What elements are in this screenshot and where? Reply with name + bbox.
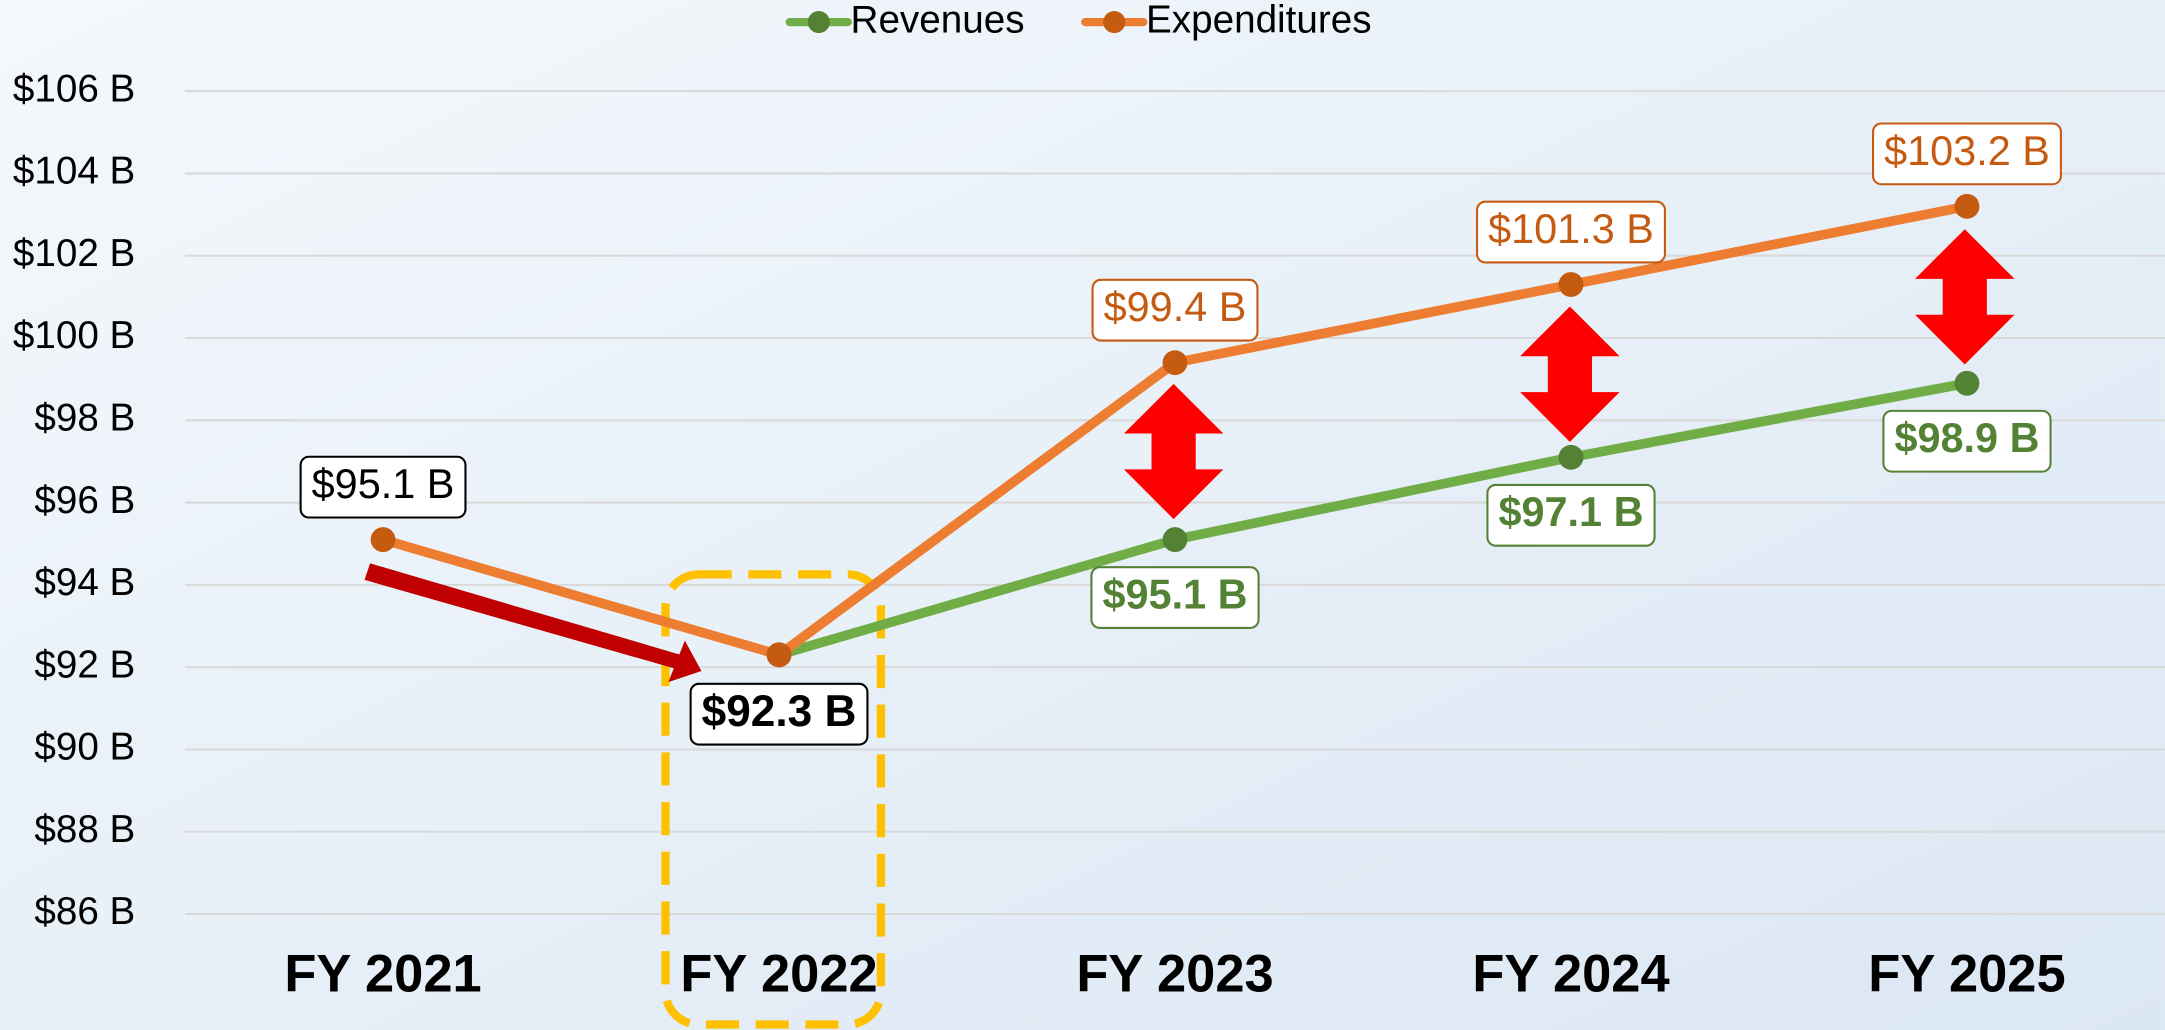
data-label-box — [689, 682, 869, 746]
data-point — [1162, 350, 1188, 376]
y-tick-label: $102 B — [13, 232, 135, 275]
data-point — [1954, 193, 1980, 219]
y-tick-label: $96 B — [34, 479, 135, 522]
data-label-box — [1091, 278, 1259, 342]
data-label-group: $103.2 B — [1872, 122, 2062, 186]
gap-arrow — [1520, 306, 1620, 442]
decline-arrow — [364, 563, 702, 683]
data-label: $101.3 B — [1488, 206, 1654, 252]
highlight-box — [661, 570, 886, 1029]
legend-marker — [807, 11, 830, 34]
data-label-box — [1872, 122, 2062, 186]
x-tick-label: FY 2022 — [680, 945, 877, 1003]
legend-label: Revenues — [851, 0, 1025, 41]
data-label-group: $95.1 B — [299, 455, 467, 519]
y-tick-label: $100 B — [13, 314, 135, 357]
data-label: $98.9 B — [1894, 415, 2039, 461]
gap-arrows — [1123, 229, 2015, 520]
y-tick-label: $88 B — [34, 808, 135, 851]
x-tick-label: FY 2023 — [1076, 945, 1273, 1003]
data-point — [1954, 370, 1980, 396]
x-tick-label: FY 2024 — [1472, 945, 1669, 1003]
data-point — [766, 642, 792, 668]
x-tick-label: FY 2025 — [1868, 945, 2065, 1003]
data-point — [1558, 444, 1584, 470]
data-point — [1558, 272, 1584, 297]
series-line — [777, 378, 1968, 660]
y-tick-label: $86 B — [34, 890, 135, 933]
data-label-group: $95.1 B — [1090, 566, 1260, 630]
x-tick-label: FY 2021 — [284, 945, 481, 1003]
data-label-box — [1882, 409, 2052, 473]
data-label: $99.4 B — [1104, 284, 1247, 330]
data-label-group: $98.9 B — [1882, 409, 2052, 473]
y-tick-label: $92 B — [34, 643, 135, 686]
legend-label: Expenditures — [1146, 0, 1372, 41]
data-label-group: $101.3 B — [1476, 200, 1666, 264]
data-point — [1162, 527, 1188, 553]
data-label: $103.2 B — [1884, 128, 2050, 174]
data-label: $97.1 B — [1498, 489, 1643, 535]
gap-arrow — [1123, 383, 1224, 520]
y-tick-label: $94 B — [34, 561, 135, 604]
y-tick-label: $104 B — [13, 150, 135, 193]
data-point — [370, 527, 396, 553]
y-tick-label: $106 B — [13, 67, 135, 110]
data-label-box — [1476, 200, 1666, 264]
y-tick-label: $98 B — [34, 396, 135, 439]
data-label-group: $92.3 B — [689, 682, 869, 746]
legend-marker — [1103, 11, 1126, 34]
data-label: $92.3 B — [702, 687, 857, 736]
data-label-box — [1486, 483, 1656, 547]
gap-arrow — [1915, 229, 2015, 365]
data-label: $95.1 B — [1102, 572, 1247, 618]
data-label-group: $99.4 B — [1091, 278, 1259, 342]
data-label-group: $97.1 B — [1486, 483, 1656, 547]
data-label-box — [299, 455, 467, 519]
y-tick-label: $90 B — [34, 726, 135, 769]
data-label: $95.1 B — [312, 461, 455, 507]
data-label-box — [1090, 566, 1260, 630]
